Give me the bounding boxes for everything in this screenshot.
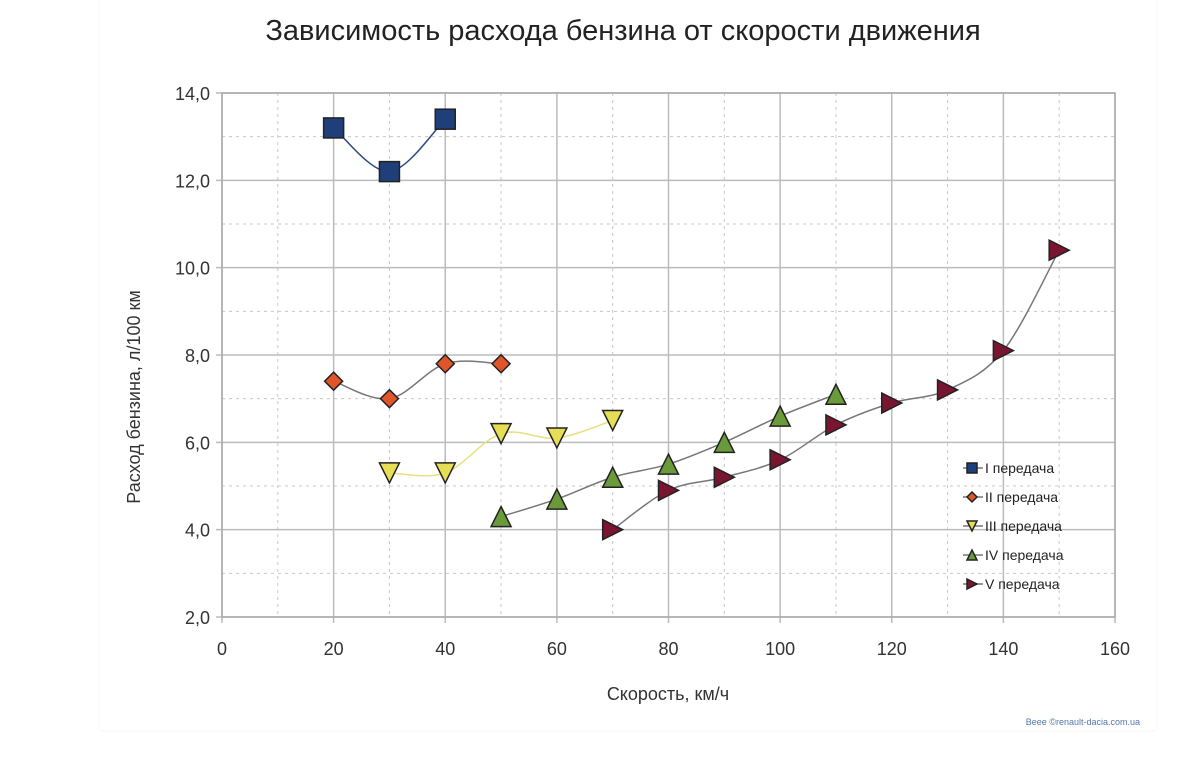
data-point (491, 353, 512, 374)
data-point (378, 462, 401, 485)
data-point (434, 108, 456, 130)
chart-card (100, 0, 1156, 730)
x-tick-label: 0 (217, 639, 227, 659)
chart-title: Зависимость расхода бензина от скорости … (265, 15, 980, 47)
data-point (545, 487, 569, 510)
data-point (601, 465, 624, 489)
series-4 (489, 382, 848, 528)
legend: I передача II передача III передача IV пере… (963, 460, 1064, 592)
watermark: Beee ©renault-dacia.com.ua (1026, 717, 1140, 727)
data-point (434, 462, 457, 485)
x-tick-label: 100 (765, 639, 795, 659)
y-tick-label: 2,0 (185, 608, 210, 628)
tick-labels: 0 20 40 60 80 100 120 140 160 2,0 4,0 6,0 8,0 10,0 12,… (175, 84, 1130, 659)
series-2 (323, 353, 512, 409)
x-tick-label: 20 (324, 639, 344, 659)
data-point (323, 371, 344, 392)
data-point (936, 378, 960, 402)
legend-label: II передача (985, 489, 1058, 505)
data-point (1048, 238, 1071, 262)
data-point (713, 466, 736, 489)
plot-area (221, 92, 1116, 618)
data-point (713, 430, 736, 454)
x-tick-label: 40 (435, 639, 455, 659)
data-point (601, 409, 624, 433)
data-point (379, 388, 400, 409)
x-tick-label: 80 (658, 639, 678, 659)
y-tick-label: 10,0 (175, 259, 210, 279)
x-tick-label: 140 (988, 639, 1018, 659)
data-point (825, 413, 848, 437)
data-point (322, 117, 345, 139)
data-point (657, 479, 681, 502)
legend-label: IV передача (985, 547, 1064, 563)
data-point (489, 504, 513, 528)
data-point (769, 448, 792, 472)
legend-marker (966, 577, 979, 591)
data-point (378, 160, 401, 183)
x-axis-label: Скорость, км/ч (607, 684, 729, 704)
data-point (992, 339, 1016, 362)
series-3 (378, 409, 624, 485)
legend-marker (965, 490, 979, 504)
y-axis-label: Расход бензина, л/100 км (124, 290, 144, 503)
data-point (768, 404, 792, 427)
data-point (881, 391, 904, 415)
data-point (601, 518, 625, 541)
y-tick-label: 8,0 (185, 346, 210, 366)
legend-label: V передача (985, 576, 1060, 592)
data-point (545, 427, 569, 450)
y-tick-label: 14,0 (175, 84, 210, 104)
data-point (489, 422, 513, 446)
legend-marker (965, 520, 979, 533)
series-1 (322, 108, 456, 183)
data-point (435, 353, 456, 374)
legend-label: I передача (985, 460, 1054, 476)
y-tick-label: 6,0 (185, 433, 210, 453)
x-tick-label: 120 (877, 639, 907, 659)
legend-marker (966, 462, 978, 474)
series-5 (601, 238, 1071, 541)
legend-label: III передача (985, 518, 1062, 534)
grid (216, 92, 1116, 623)
series-layer (322, 108, 1071, 541)
data-point (657, 452, 680, 475)
data-point (824, 382, 848, 406)
series-line (333, 360, 502, 400)
x-tick-label: 160 (1100, 639, 1130, 659)
x-tick-label: 60 (547, 639, 567, 659)
legend-marker (965, 548, 979, 561)
y-tick-label: 4,0 (185, 521, 210, 541)
y-tick-label: 12,0 (175, 171, 210, 191)
